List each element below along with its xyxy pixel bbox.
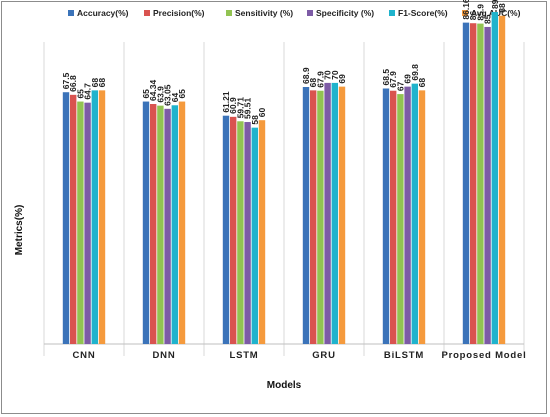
bar-1-3 — [164, 108, 171, 344]
category-label-1: DNN — [153, 350, 176, 361]
category-separators — [43, 42, 525, 356]
bar-3-3 — [324, 82, 331, 345]
data-label-3-1: 68 — [308, 78, 318, 88]
bar-5-0 — [462, 22, 470, 344]
legend-swatch-0 — [68, 10, 74, 16]
data-label-2-4: 58 — [250, 115, 260, 125]
legend-swatch-2 — [226, 10, 232, 16]
bar-5-2 — [477, 23, 484, 345]
legend-swatch-5 — [462, 10, 468, 16]
bar-0-5 — [98, 90, 106, 344]
bar-2-4 — [251, 127, 258, 344]
data-label-4-2: 67 — [395, 81, 405, 91]
data-label-5-4: 89 — [490, 0, 500, 9]
data-label-1-4: 64 — [170, 93, 180, 103]
bars-group — [62, 12, 506, 345]
data-label-0-4: 68 — [90, 78, 100, 88]
data-label-0-1: 66.8 — [68, 75, 78, 92]
legend-swatch-3 — [307, 10, 313, 16]
bar-0-4 — [91, 90, 98, 344]
bar-5-4 — [491, 12, 498, 345]
bar-3-1 — [310, 90, 317, 344]
data-label-2-3: 59.51 — [243, 97, 253, 119]
legend-label-2: Sensitivity (%) — [235, 8, 293, 18]
category-label-3: GRU — [312, 350, 336, 361]
x-axis-title: Models — [267, 380, 302, 391]
bar-1-0 — [142, 101, 150, 344]
category-label-2: LSTM — [229, 350, 258, 361]
data-label-2-2: 59.71 — [235, 97, 245, 119]
data-label-1-0: 65 — [141, 89, 151, 99]
legend-label-0: Accuracy(%) — [77, 8, 129, 18]
bar-4-2 — [397, 94, 404, 344]
bar-3-2 — [317, 90, 324, 344]
bar-4-1 — [390, 90, 397, 344]
category-labels: CNN DNN LSTM GRU BiLSTM Proposed Model — [73, 350, 526, 361]
data-label-1-2: 63.9 — [155, 86, 165, 103]
data-label-2-0: 61.21 — [221, 91, 231, 113]
bar-2-1 — [230, 116, 237, 344]
data-label-4-1: 67.9 — [388, 71, 398, 88]
category-label-5: Proposed Model — [441, 350, 526, 361]
y-axis-title: Metrics(%) — [14, 205, 25, 256]
data-label-4-3: 69 — [403, 74, 413, 84]
bar-1-5 — [178, 101, 186, 344]
data-label-0-2: 65 — [75, 89, 85, 99]
legend-label-3: Specificity (%) — [316, 8, 374, 18]
data-label-1-5: 65 — [177, 89, 187, 99]
category-label-0: CNN — [73, 350, 96, 361]
data-label-1-1: 64.34 — [148, 79, 158, 101]
data-label-0-3: 64.7 — [83, 83, 93, 100]
legend-swatch-1 — [144, 10, 150, 16]
bar-0-1 — [70, 94, 77, 344]
data-label-3-0: 68.9 — [301, 67, 311, 84]
legend-label-4: F1-Score(%) — [398, 8, 448, 18]
data-label-1-3: 63.05 — [163, 84, 173, 106]
bar-0-3 — [84, 102, 91, 344]
data-label-0-5: 68 — [97, 78, 107, 88]
bar-2-0 — [222, 115, 230, 344]
data-label-0-0: 67.5 — [61, 72, 71, 89]
bar-1-2 — [157, 105, 164, 344]
data-label-3-5: 69 — [337, 74, 347, 84]
data-label-4-4: 69.8 — [410, 64, 420, 81]
bar-3-5 — [338, 86, 346, 344]
category-label-4: BiLSTM — [384, 350, 424, 361]
bar-5-3 — [484, 26, 491, 344]
data-label-2-5: 60 — [257, 107, 267, 117]
data-label-5-1: 86 — [468, 10, 478, 20]
data-label-5-3: 85 — [483, 14, 493, 24]
data-label-3-4: 70 — [330, 70, 340, 80]
data-label-4-0: 68.5 — [381, 69, 391, 86]
bar-0-2 — [77, 101, 84, 344]
data-label-4-5: 68 — [417, 78, 427, 88]
data-label-5-2: 85.9 — [475, 4, 485, 21]
data-label-3-3: 70 — [323, 70, 333, 80]
bar-1-1 — [150, 104, 157, 344]
bar-1-4 — [171, 105, 178, 344]
data-label-5-5: 88 — [497, 3, 507, 13]
legend: Accuracy(%) Precision(%) Sensitivity (%) Sp… — [68, 8, 521, 18]
bar-0-0 — [62, 92, 70, 344]
bar-4-0 — [382, 88, 390, 345]
bar-2-2 — [237, 121, 244, 344]
data-label-5-0: 86.16 — [461, 0, 471, 20]
bar-3-4 — [331, 82, 338, 345]
bar-4-3 — [404, 86, 411, 344]
bar-3-0 — [302, 87, 310, 345]
data-label-2-1: 60.9 — [228, 97, 238, 114]
bar-4-5 — [418, 90, 426, 344]
bar-5-1 — [470, 23, 477, 344]
bar-2-5 — [258, 120, 266, 344]
legend-swatch-4 — [389, 10, 395, 16]
bar-5-5 — [498, 15, 506, 344]
bar-4-4 — [411, 83, 418, 345]
legend-label-1: Precision(%) — [153, 8, 205, 18]
data-label-3-2: 67.9 — [315, 71, 325, 88]
bar-2-3 — [244, 122, 251, 344]
